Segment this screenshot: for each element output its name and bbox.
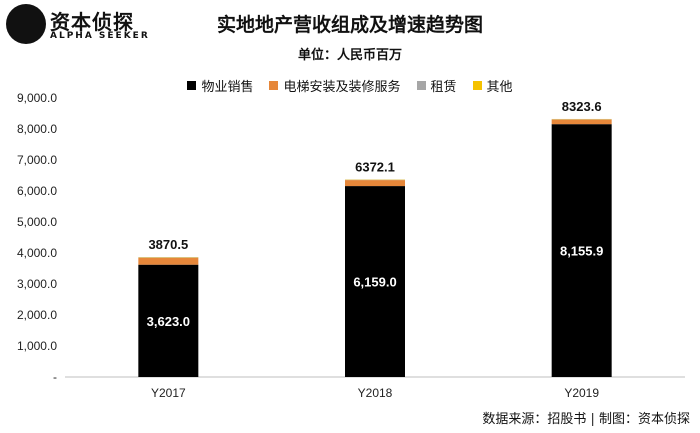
y-tick-label: - (53, 370, 57, 384)
chart-subtitle: 单位：人民币百万 (297, 48, 402, 63)
bar-value-label: 8,155.9 (560, 244, 603, 259)
y-tick-label: 6,000.0 (17, 184, 57, 198)
legend-item-rent: 租赁 (416, 76, 457, 95)
bar-segment (138, 257, 199, 265)
bar-segment (551, 119, 612, 125)
bar-segment (551, 124, 612, 377)
y-tick-label: 2,000.0 (17, 308, 57, 322)
bar-value-label: 3,623.0 (147, 314, 190, 329)
detective-icon (6, 4, 46, 44)
x-category-label: Y2017 (151, 386, 186, 400)
bar-segment (138, 264, 199, 377)
chart-title: 实地地产营收组成及增速趋势图 (216, 14, 483, 36)
y-tick-label: 8,000.0 (17, 122, 57, 136)
x-category-label: Y2018 (358, 386, 393, 400)
y-tick-label: 9,000.0 (17, 91, 57, 105)
legend-swatch (269, 81, 279, 90)
legend-swatch (416, 81, 426, 90)
legend-swatch (187, 81, 197, 90)
legend-item-other: 其他 (472, 76, 513, 95)
bar-total-label: 8323.6 (562, 99, 602, 114)
bar-segment (345, 180, 405, 187)
y-tick-label: 5,000.0 (17, 215, 57, 229)
legend-label: 其他 (486, 80, 513, 95)
bar-total-label: 3870.5 (148, 237, 188, 252)
y-tick-label: 1,000.0 (17, 339, 57, 353)
legend-label: 电梯安装及装修服务 (283, 80, 401, 95)
y-tick-label: 7,000.0 (17, 153, 57, 167)
data-source-note: 数据来源：招股书 | 制图：资本侦探 (482, 412, 690, 427)
chart-legend: 物业销售 电梯安装及装修服务 租赁 其他 (0, 76, 700, 95)
legend-item-elevator: 电梯安装及装修服务 (269, 76, 401, 95)
legend-label: 物业销售 (201, 80, 254, 95)
bar-total-label: 6372.1 (355, 159, 395, 174)
bar-value-label: 6,159.0 (353, 275, 396, 290)
brand-tagline: ALPHA SEEKER (50, 31, 150, 41)
brand-name: 资本侦探 (50, 10, 134, 34)
legend-label: 租赁 (430, 80, 457, 95)
legend-swatch (472, 81, 482, 90)
bar-segment (345, 186, 405, 377)
brand-logo: 资本侦探 ALPHA SEEKER (6, 4, 156, 46)
legend-item-property-sales: 物业销售 (187, 76, 253, 95)
x-category-label: Y2019 (564, 386, 599, 400)
y-tick-label: 3,000.0 (17, 277, 57, 291)
y-tick-label: 4,000.0 (17, 246, 57, 260)
